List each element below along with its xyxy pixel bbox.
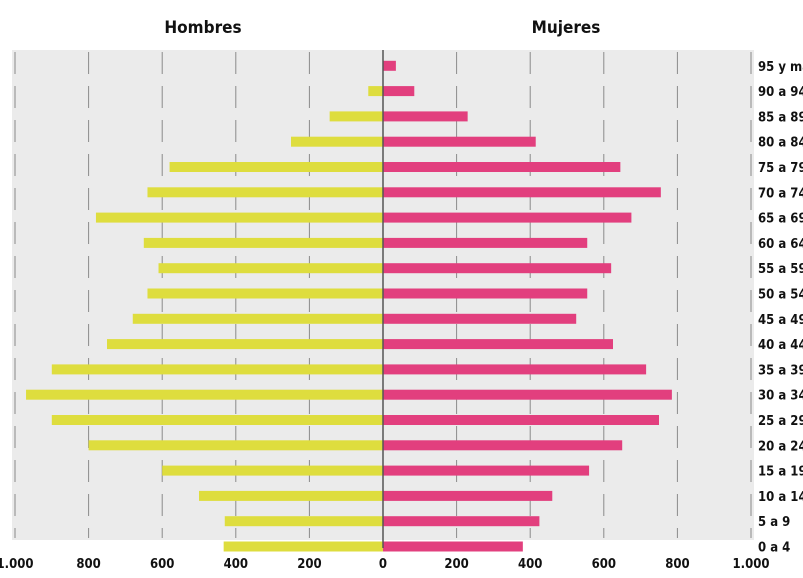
bar-mujeres-7 [383, 364, 647, 375]
bar-hombres-9 [132, 313, 383, 324]
x-tick-label: 1.000 [733, 557, 770, 572]
bar-mujeres-18 [383, 86, 415, 97]
bar-mujeres-6 [383, 389, 672, 400]
bar-mujeres-13 [383, 212, 632, 223]
x-tick-label: 400 [224, 557, 248, 572]
bar-hombres-4 [88, 440, 383, 451]
age-label: 80 a 84 [758, 136, 803, 151]
age-label: 20 a 24 [758, 439, 803, 454]
bar-hombres-3 [162, 465, 383, 476]
x-tick-label: 200 [444, 557, 468, 572]
age-label: 45 a 49 [758, 313, 803, 328]
bar-mujeres-12 [383, 237, 588, 248]
x-tick-label: 1.000 [0, 557, 34, 572]
bar-mujeres-11 [383, 263, 612, 274]
age-label: 0 a 4 [758, 541, 790, 556]
bar-hombres-1 [224, 516, 383, 527]
bar-hombres-6 [26, 389, 383, 400]
bar-mujeres-15 [383, 162, 621, 172]
bar-mujeres-10 [383, 288, 588, 299]
age-label: 60 a 64 [758, 237, 803, 252]
x-tick-label: 800 [76, 557, 100, 572]
bars-group [26, 60, 672, 552]
bar-hombres-2 [199, 490, 383, 501]
bar-mujeres-2 [383, 490, 553, 501]
title-mujeres: Mujeres [532, 18, 601, 38]
age-label: 25 a 29 [758, 414, 803, 429]
bar-hombres-0 [223, 541, 383, 552]
age-label: 10 a 14 [758, 490, 803, 505]
age-label: 85 a 89 [758, 110, 803, 125]
age-labels: 0 a 4 5 a 9 10 a 14 15 a 19 20 a 24 25 a 29 30… [758, 60, 803, 556]
age-label: 50 a 54 [758, 288, 803, 303]
bar-mujeres-14 [383, 187, 661, 198]
bar-hombres-18 [368, 86, 383, 97]
x-tick-label: 600 [592, 557, 616, 572]
title-hombres: Hombres [164, 18, 241, 38]
bar-hombres-8 [107, 339, 383, 350]
age-label: 75 a 79 [758, 161, 803, 176]
age-label: 70 a 74 [758, 186, 803, 201]
bar-mujeres-1 [383, 516, 540, 527]
bar-mujeres-4 [383, 440, 623, 451]
bar-mujeres-19 [383, 60, 396, 71]
age-label: 90 a 94 [758, 85, 803, 100]
bar-hombres-10 [147, 288, 383, 299]
bar-hombres-12 [143, 237, 383, 248]
bar-hombres-11 [158, 263, 383, 274]
bar-mujeres-17 [383, 111, 468, 122]
bar-hombres-14 [147, 187, 383, 198]
bar-mujeres-16 [383, 136, 536, 147]
bar-mujeres-8 [383, 339, 613, 350]
age-label: 35 a 39 [758, 363, 803, 378]
x-tick-label: 0 [379, 557, 387, 572]
bar-hombres-5 [51, 415, 384, 425]
age-label: 55 a 59 [758, 262, 803, 277]
bar-mujeres-0 [383, 541, 523, 552]
bar-hombres-15 [169, 162, 383, 172]
age-label: 65 a 69 [758, 212, 803, 227]
x-tick-label: 200 [297, 557, 321, 572]
bar-hombres-7 [51, 364, 384, 375]
x-tick-label: 600 [150, 557, 174, 572]
age-label: 40 a 44 [758, 338, 803, 353]
bar-hombres-16 [291, 136, 383, 147]
age-label: 15 a 19 [758, 465, 803, 480]
x-tick-label: 400 [518, 557, 542, 572]
bar-hombres-17 [329, 111, 383, 122]
bar-mujeres-5 [383, 415, 659, 425]
age-label: 5 a 9 [758, 515, 790, 530]
bar-mujeres-3 [383, 465, 590, 476]
age-label: 95 y más [758, 60, 803, 75]
x-tick-label: 800 [665, 557, 689, 572]
bar-hombres-13 [95, 212, 384, 223]
bar-mujeres-9 [383, 313, 577, 324]
age-label: 30 a 34 [758, 389, 803, 404]
